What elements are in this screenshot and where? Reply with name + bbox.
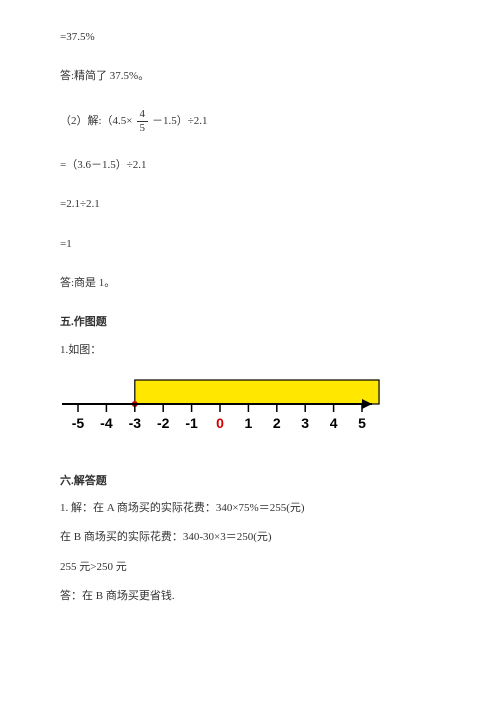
section-6-p4: 答：在 B 商场买更省钱. (60, 589, 440, 604)
svg-text:0: 0 (216, 415, 224, 431)
section-5-title: 五.作图题 (60, 315, 440, 330)
number-line-figure: -5 -4 -3 -2 -1 0 1 2 3 4 5 (60, 370, 440, 445)
calc-line-1: =37.5% (60, 30, 440, 45)
calc-line-4: =2.1÷2.1 (60, 197, 440, 212)
eq-part-a: （2）解:（4.5× (60, 114, 133, 129)
svg-text:5: 5 (358, 415, 366, 431)
section-6-p1: 1. 解：在 A 商场买的实际花费：340×75%＝255(元) (60, 501, 440, 516)
number-line-svg: -5 -4 -3 -2 -1 0 1 2 3 4 5 (60, 370, 380, 440)
svg-text:2: 2 (273, 415, 281, 431)
answer-line-1: 答:精简了 37.5%。 (60, 69, 440, 84)
section-6-title: 六.解答题 (60, 474, 440, 489)
svg-text:-2: -2 (157, 415, 170, 431)
calc-line-2: （2）解:（4.5× 4 5 －1.5）÷2.1 (60, 109, 440, 134)
svg-text:3: 3 (301, 415, 309, 431)
calc-line-5: =1 (60, 237, 440, 252)
svg-text:-4: -4 (100, 415, 113, 431)
svg-text:4: 4 (330, 415, 338, 431)
svg-text:1: 1 (245, 415, 253, 431)
fraction-numerator: 4 (137, 109, 149, 122)
answer-line-2: 答:商是 1。 (60, 276, 440, 291)
section-5-item-1: 1.如图： (60, 343, 440, 358)
calc-line-3: =（3.6－1.5）÷2.1 (60, 158, 440, 173)
svg-text:-1: -1 (185, 415, 198, 431)
section-6-p2: 在 B 商场买的实际花费：340-30×3＝250(元) (60, 530, 440, 545)
svg-text:-3: -3 (129, 415, 142, 431)
section-6-p3: 255 元>250 元 (60, 560, 440, 575)
fraction: 4 5 (137, 109, 149, 134)
svg-text:-5: -5 (72, 415, 85, 431)
eq-part-b: －1.5）÷2.1 (152, 114, 208, 129)
fraction-denominator: 5 (137, 122, 149, 134)
